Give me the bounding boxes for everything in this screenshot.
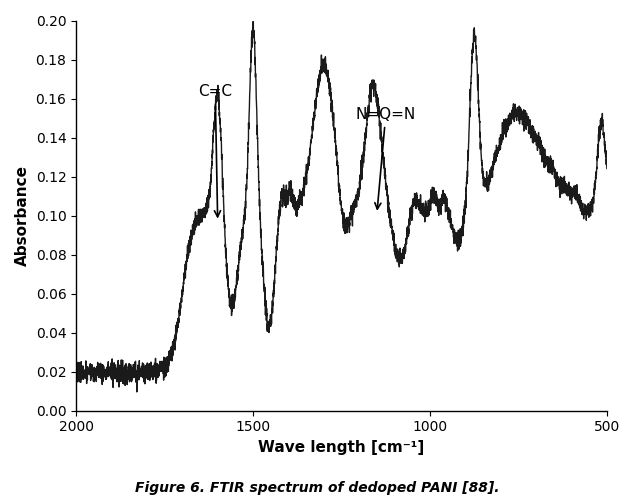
X-axis label: Wave length [cm⁻¹]: Wave length [cm⁻¹] [258, 440, 425, 455]
Y-axis label: Absorbance: Absorbance [15, 165, 30, 266]
Text: N=Q=N: N=Q=N [356, 107, 416, 209]
Text: Figure 6. FTIR spectrum of dedoped PANI [88].: Figure 6. FTIR spectrum of dedoped PANI … [135, 481, 500, 495]
Text: C=C: C=C [198, 84, 232, 217]
